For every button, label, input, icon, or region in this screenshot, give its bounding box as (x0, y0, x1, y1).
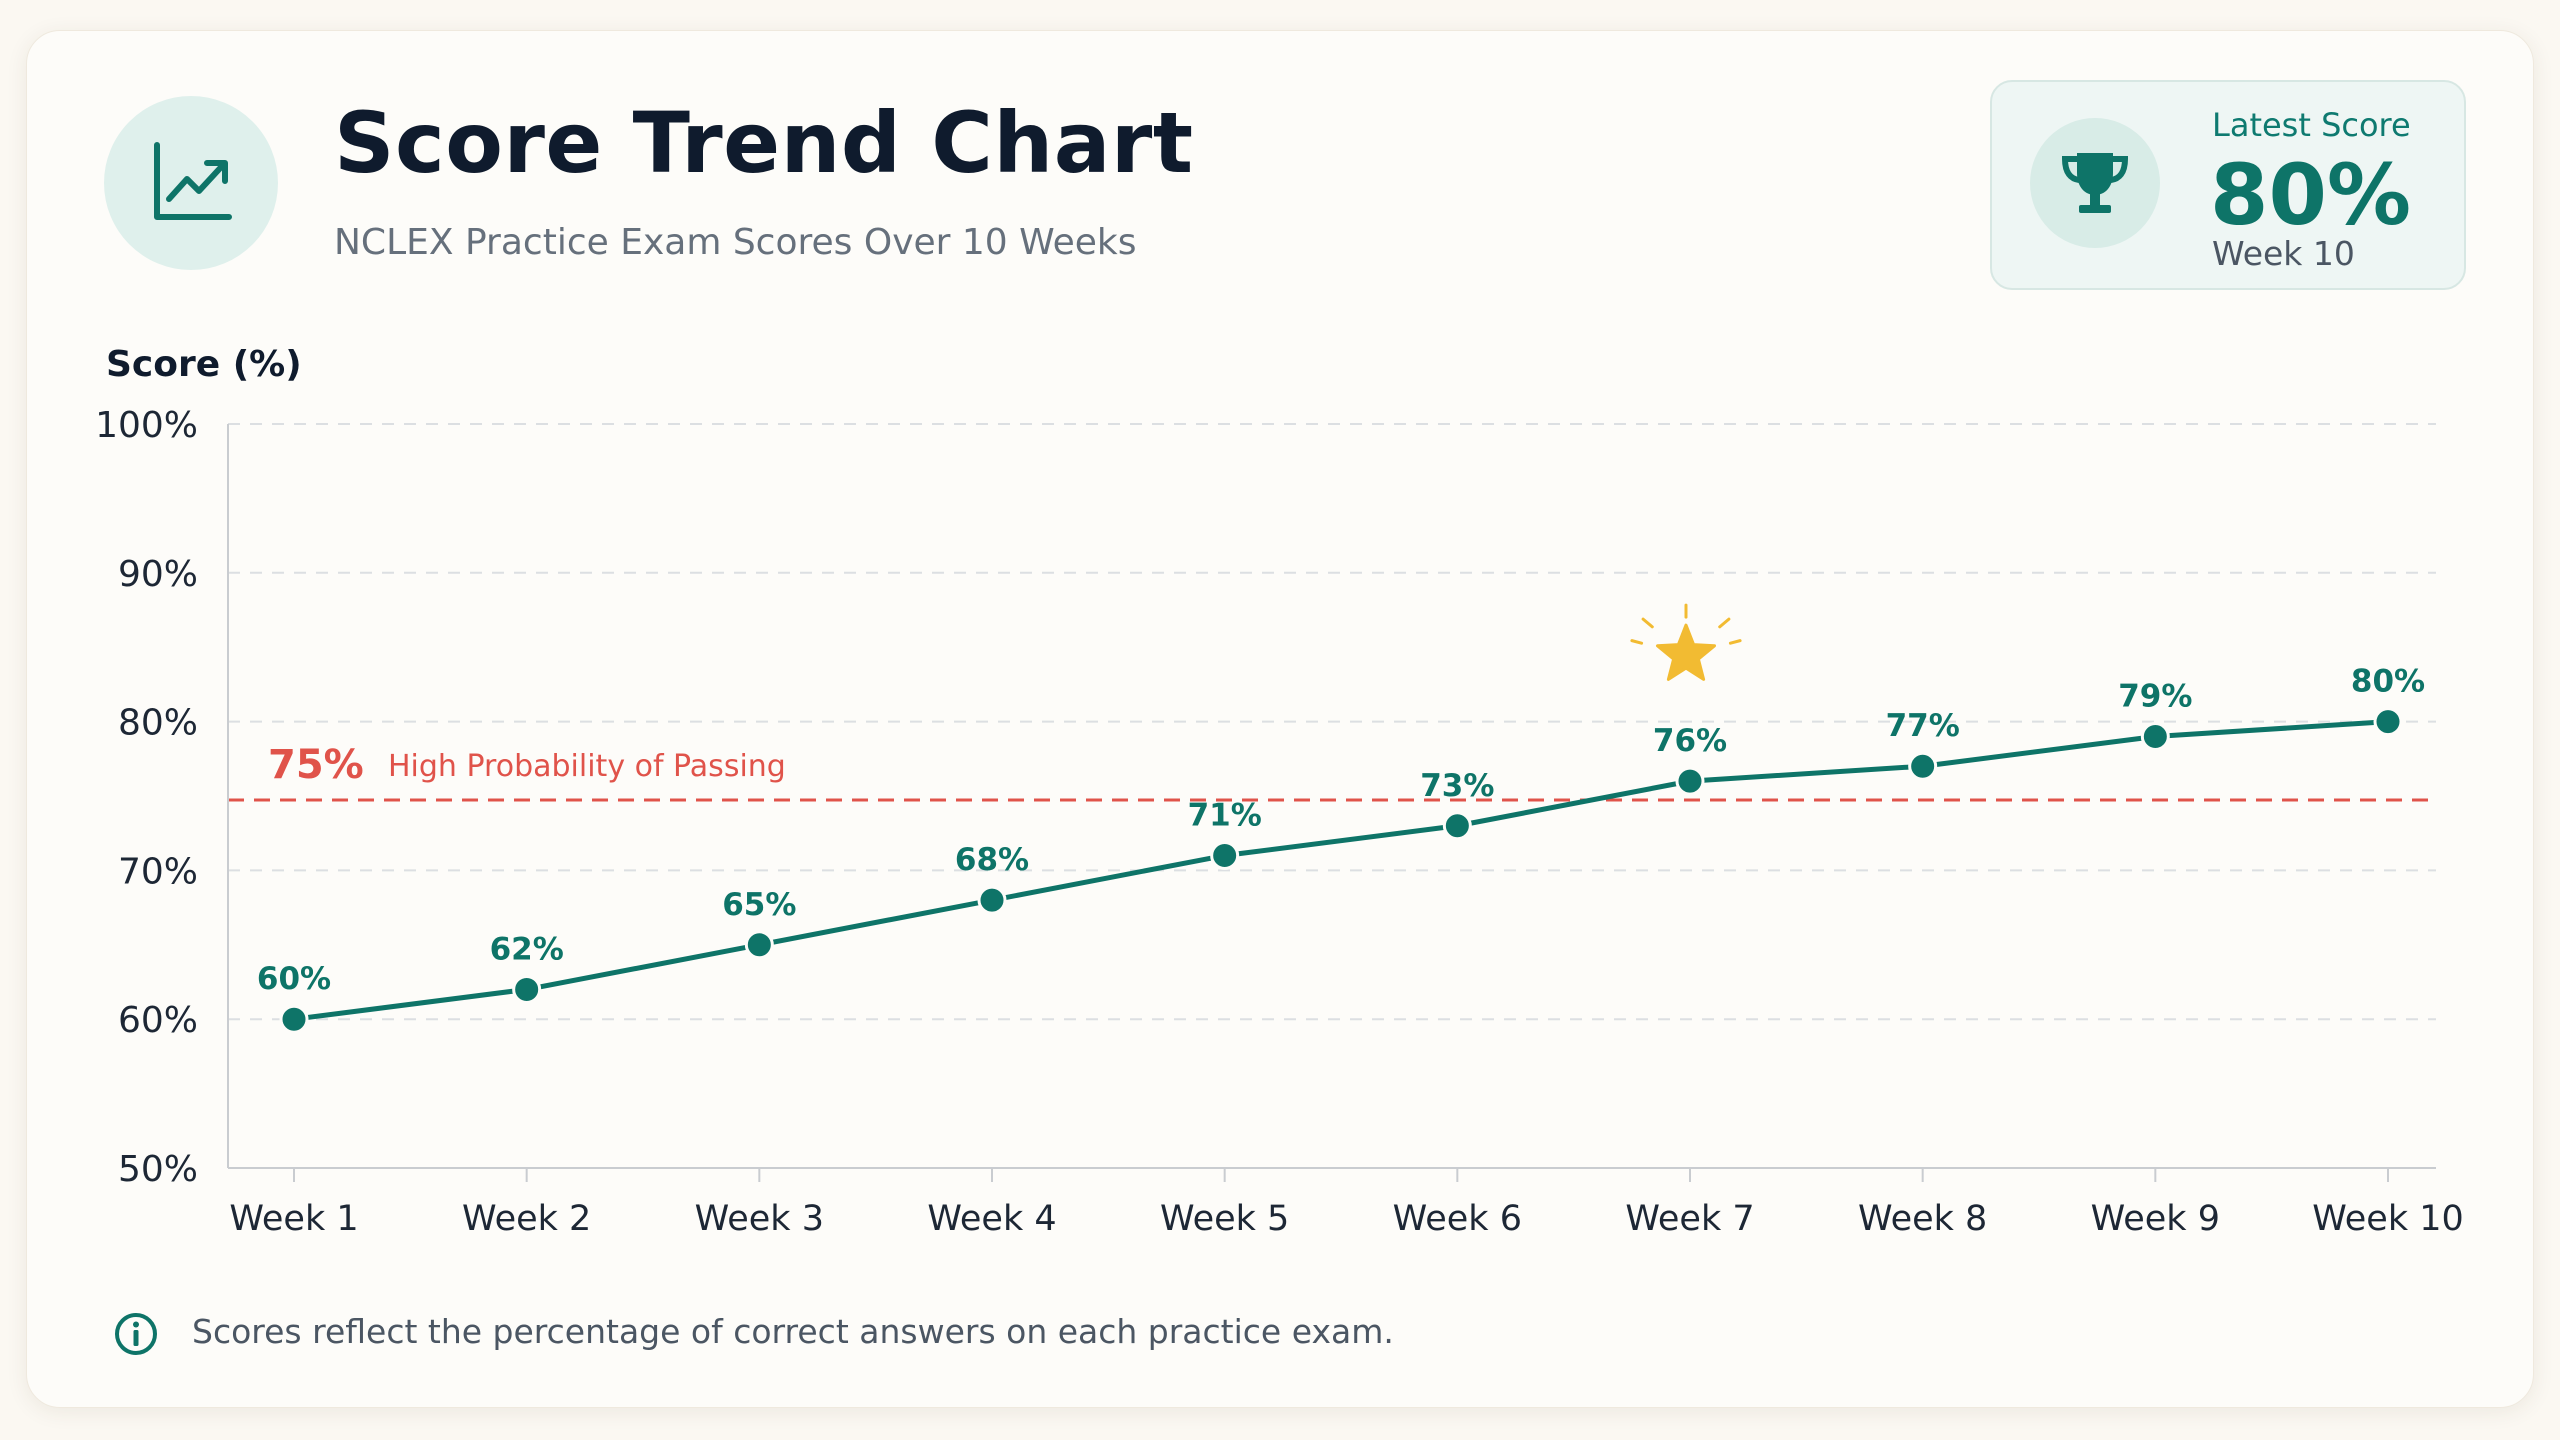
data-point[interactable] (1442, 811, 1472, 841)
series-line (291, 719, 2391, 1022)
sparkle-ray (1718, 617, 1731, 629)
y-tick-label: 60% (118, 1000, 198, 1041)
star-icon (1630, 603, 1742, 681)
threshold-group: 75% High Probability of Passing (228, 742, 2436, 802)
data-label: 60% (257, 961, 331, 997)
y-tick-label: 50% (118, 1149, 198, 1190)
data-label: 79% (2118, 678, 2192, 714)
x-tick-label: Week 6 (1393, 1199, 1522, 1239)
y-tick-label: 90% (118, 554, 198, 595)
data-label: 73% (1420, 768, 1494, 804)
footer-note: Scores reflect the percentage of correct… (192, 1312, 1394, 1351)
page-title: Score Trend Chart (334, 94, 1194, 192)
data-label: 77% (1886, 708, 1960, 744)
series-line-group: 60% 62% 65% 68% 71% 73% 76% 77% 79% 80% (257, 664, 2425, 1034)
page-subtitle: NCLEX Practice Exam Scores Over 10 Weeks (334, 222, 1137, 263)
data-label: 76% (1653, 723, 1727, 759)
data-label: 68% (955, 842, 1029, 878)
y-tick-label: 80% (118, 703, 198, 744)
sparkle-ray (1630, 639, 1644, 645)
x-tick-label: Week 9 (2091, 1199, 2220, 1239)
data-label: 71% (1188, 798, 1262, 834)
data-point[interactable] (279, 1004, 309, 1034)
latest-score-label: Latest Score (2212, 106, 2411, 144)
data-point[interactable] (977, 885, 1007, 915)
x-tick-label: Week 1 (229, 1199, 358, 1239)
data-label: 65% (722, 887, 796, 923)
data-point[interactable] (744, 930, 774, 960)
star-shape (1656, 623, 1716, 681)
sparkle-ray (1728, 639, 1742, 645)
info-icon (112, 1310, 160, 1362)
x-tick-label: Week 5 (1160, 1199, 1289, 1239)
y-tick-label: 70% (118, 851, 198, 892)
tick-labels: 50% 60% 70% 80% 90% 100% Week 1 Week 2 Week 3 Wee… (95, 405, 2464, 1239)
y-axis-title: Score (%) (106, 344, 302, 385)
latest-score-value: 80% (2210, 146, 2412, 244)
score-line-chart: 75% High Probability of Passing Score (%… (95, 344, 2464, 1239)
data-label: 80% (2351, 664, 2425, 700)
data-point[interactable] (2140, 721, 2170, 751)
data-label: 62% (490, 931, 564, 967)
axes: Score (%) (106, 344, 2436, 1169)
data-point[interactable] (2373, 707, 2403, 737)
x-tick-label: Week 8 (1858, 1199, 1987, 1239)
threshold-text-label: High Probability of Passing (388, 749, 786, 784)
latest-score-panel: Latest Score 80% Week 10 (1990, 80, 2466, 290)
grid-lines (228, 423, 2436, 1021)
x-tick-label: Week 3 (695, 1199, 824, 1239)
data-point[interactable] (1210, 841, 1240, 871)
data-point[interactable] (1675, 766, 1705, 796)
sparkle-ray (1641, 617, 1654, 629)
x-tick-label: Week 10 (2312, 1199, 2464, 1239)
threshold-value-label: 75% (268, 742, 364, 788)
highlight-group (1630, 603, 1742, 681)
trophy-icon (2030, 118, 2160, 248)
data-point[interactable] (512, 974, 542, 1004)
x-tick-label: Week 7 (1625, 1199, 1754, 1239)
trend-up-icon (104, 96, 278, 270)
x-tick-label: Week 2 (462, 1199, 591, 1239)
x-tick-label: Week 4 (927, 1199, 1056, 1239)
data-point[interactable] (1908, 751, 1938, 781)
latest-score-week: Week 10 (2212, 234, 2355, 273)
y-tick-label: 100% (95, 405, 198, 446)
